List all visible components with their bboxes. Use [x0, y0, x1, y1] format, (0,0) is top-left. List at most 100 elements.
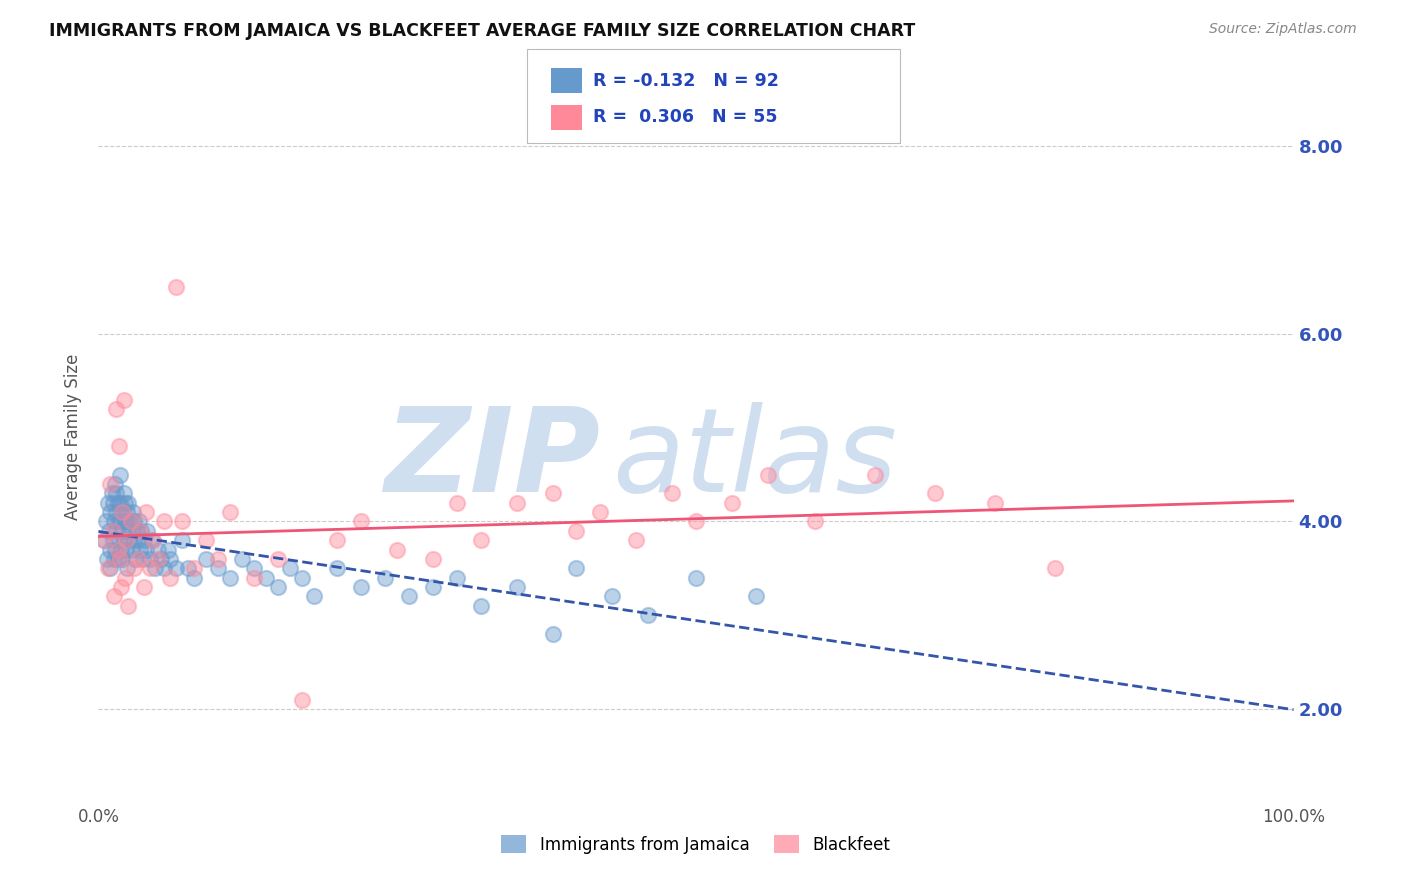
Point: [98, 542, 122, 557]
Point: [111, 505, 134, 519]
Point: [103, 590, 125, 604]
Point: [172, 515, 194, 529]
Point: [721, 496, 744, 510]
Point: [108, 496, 131, 510]
Point: [153, 561, 176, 575]
Point: [110, 542, 132, 557]
Point: [110, 580, 132, 594]
Point: [207, 561, 229, 575]
Point: [114, 515, 136, 529]
Point: [131, 552, 153, 566]
Point: [117, 599, 139, 613]
Point: [124, 552, 146, 566]
Point: [541, 486, 564, 500]
Point: [637, 608, 659, 623]
Point: [183, 571, 205, 585]
Point: [924, 486, 946, 500]
Point: [139, 552, 162, 566]
Point: [121, 542, 143, 557]
Point: [128, 515, 150, 529]
Point: [127, 533, 149, 548]
Point: [231, 552, 253, 566]
Point: [302, 590, 325, 604]
Point: [135, 542, 157, 557]
Point: [103, 515, 125, 529]
Point: [98, 561, 122, 575]
Point: [165, 280, 187, 294]
Legend: Immigrants from Jamaica, Blackfeet: Immigrants from Jamaica, Blackfeet: [495, 829, 897, 860]
Point: [267, 580, 290, 594]
Point: [101, 533, 124, 548]
Point: [129, 524, 152, 538]
Point: [326, 533, 349, 548]
Point: [141, 533, 163, 548]
Point: [101, 524, 124, 538]
Point: [446, 496, 468, 510]
Point: [115, 515, 138, 529]
Point: [100, 486, 122, 500]
Point: [105, 401, 128, 416]
Point: [107, 515, 129, 529]
Point: [541, 627, 564, 641]
Point: [661, 486, 683, 500]
Point: [183, 561, 205, 575]
Point: [125, 524, 148, 538]
Text: Source: ZipAtlas.com: Source: ZipAtlas.com: [1209, 22, 1357, 37]
Point: [984, 496, 1007, 510]
Point: [105, 524, 128, 538]
Point: [506, 496, 529, 510]
Point: [219, 505, 242, 519]
Point: [219, 571, 242, 585]
Point: [114, 571, 136, 585]
Point: [385, 542, 409, 557]
Point: [685, 515, 707, 529]
Point: [589, 505, 612, 519]
Text: atlas: atlas: [613, 402, 897, 516]
Point: [602, 590, 624, 604]
Point: [135, 505, 157, 519]
Point: [131, 524, 153, 538]
Point: [93, 533, 115, 548]
Point: [565, 561, 588, 575]
Point: [120, 515, 142, 529]
Point: [117, 496, 139, 510]
Point: [159, 552, 181, 566]
Point: [120, 515, 142, 529]
Point: [132, 533, 155, 548]
Point: [565, 524, 588, 538]
Point: [107, 552, 129, 566]
Point: [104, 477, 127, 491]
Point: [124, 561, 146, 575]
Point: [114, 496, 136, 510]
Point: [326, 561, 349, 575]
Point: [243, 571, 266, 585]
Point: [149, 552, 172, 566]
Point: [108, 552, 131, 566]
Point: [107, 440, 129, 454]
Point: [129, 542, 152, 557]
Point: [159, 571, 181, 585]
Point: [267, 552, 290, 566]
Point: [93, 533, 115, 548]
Point: [398, 590, 420, 604]
Point: [98, 477, 122, 491]
Point: [291, 571, 314, 585]
Text: R = -0.132   N = 92: R = -0.132 N = 92: [593, 71, 779, 89]
Point: [374, 571, 396, 585]
Point: [148, 542, 170, 557]
Point: [254, 571, 277, 585]
Point: [422, 552, 444, 566]
Point: [278, 561, 301, 575]
Point: [124, 515, 146, 529]
Point: [115, 533, 138, 548]
Point: [172, 533, 194, 548]
Point: [105, 505, 128, 519]
Point: [111, 552, 134, 566]
Point: [117, 524, 139, 538]
Point: [94, 515, 117, 529]
Point: [111, 505, 134, 519]
Point: [98, 505, 122, 519]
Point: [156, 542, 179, 557]
Point: [350, 580, 373, 594]
Point: [122, 505, 145, 519]
